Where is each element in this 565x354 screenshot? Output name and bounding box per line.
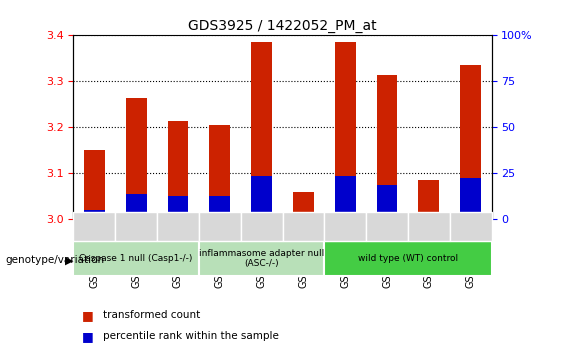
Bar — [377, 75, 398, 219]
FancyBboxPatch shape — [324, 241, 492, 276]
Text: ▶: ▶ — [65, 255, 73, 265]
Bar — [460, 178, 481, 219]
Text: wild type (WT) control: wild type (WT) control — [358, 254, 458, 263]
Bar — [84, 210, 105, 219]
FancyBboxPatch shape — [115, 212, 157, 241]
Bar — [125, 194, 147, 219]
FancyBboxPatch shape — [73, 212, 115, 241]
Bar — [209, 125, 231, 219]
Bar — [167, 196, 189, 219]
FancyBboxPatch shape — [199, 241, 324, 276]
Text: transformed count: transformed count — [103, 310, 200, 320]
Text: percentile rank within the sample: percentile rank within the sample — [103, 331, 279, 341]
Bar — [84, 150, 105, 219]
Bar — [418, 212, 440, 219]
FancyBboxPatch shape — [199, 212, 241, 241]
Text: ■: ■ — [82, 309, 94, 321]
FancyBboxPatch shape — [324, 212, 366, 241]
FancyBboxPatch shape — [157, 212, 199, 241]
Bar — [125, 97, 147, 219]
FancyBboxPatch shape — [282, 212, 324, 241]
FancyBboxPatch shape — [450, 212, 492, 241]
Bar — [251, 176, 272, 219]
Bar — [251, 42, 272, 219]
Text: inflammasome adapter null
(ASC-/-): inflammasome adapter null (ASC-/-) — [199, 249, 324, 268]
Bar — [167, 121, 189, 219]
Text: Caspase 1 null (Casp1-/-): Caspase 1 null (Casp1-/-) — [80, 254, 193, 263]
FancyBboxPatch shape — [241, 212, 282, 241]
Bar — [334, 176, 356, 219]
Bar — [460, 65, 481, 219]
Title: GDS3925 / 1422052_PM_at: GDS3925 / 1422052_PM_at — [188, 19, 377, 33]
Bar — [293, 192, 314, 219]
Bar — [293, 212, 314, 219]
Text: ■: ■ — [82, 330, 94, 343]
FancyBboxPatch shape — [366, 212, 408, 241]
Bar — [377, 185, 398, 219]
Text: genotype/variation: genotype/variation — [6, 255, 105, 265]
FancyBboxPatch shape — [408, 212, 450, 241]
Bar — [334, 42, 356, 219]
Bar — [418, 181, 440, 219]
Bar — [209, 196, 231, 219]
FancyBboxPatch shape — [73, 241, 199, 276]
